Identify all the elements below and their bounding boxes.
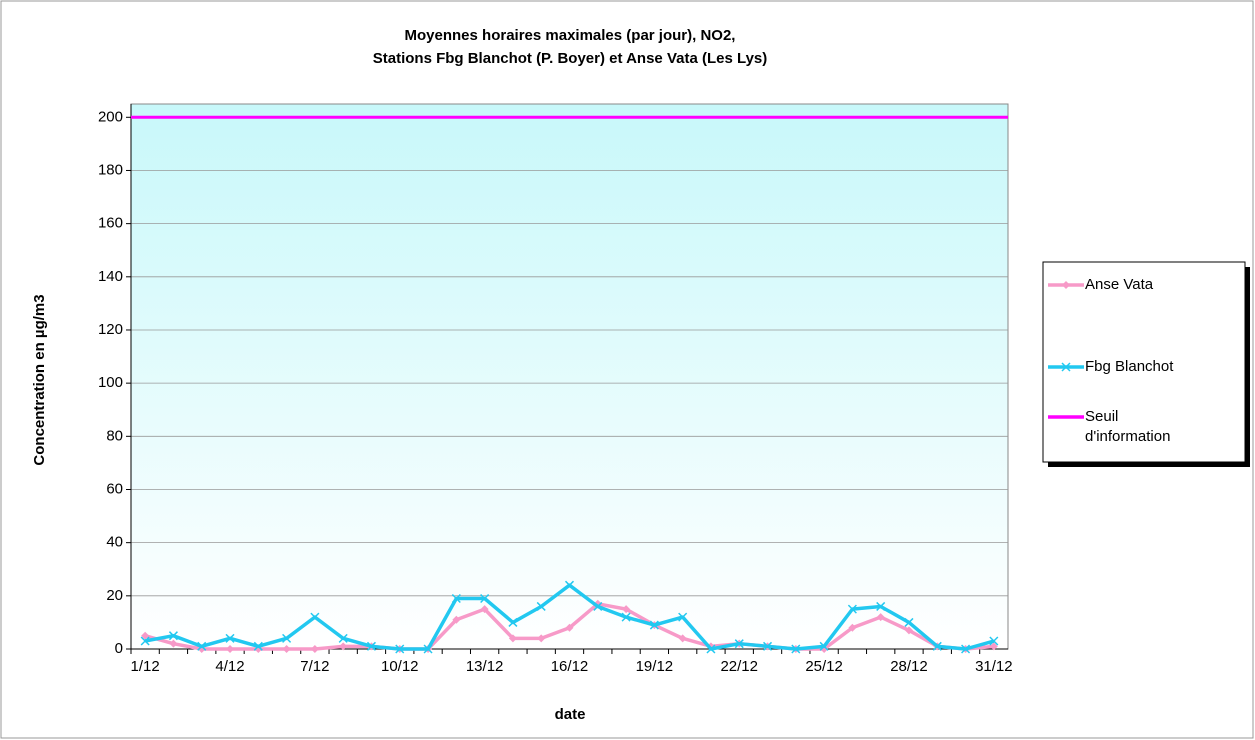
legend-label: Seuil <box>1085 408 1118 425</box>
marker <box>141 631 150 640</box>
x-tick-label: 31/12 <box>975 658 1013 675</box>
marker <box>564 580 575 590</box>
legend-label: Fbg Blanchot <box>1085 358 1174 375</box>
y-tick-label: 200 <box>98 108 123 125</box>
y-tick-label: 100 <box>98 374 123 391</box>
marker <box>622 605 631 614</box>
marker <box>508 634 517 643</box>
marker <box>904 626 913 635</box>
x-tick-label: 25/12 <box>805 658 843 675</box>
marker <box>536 601 546 611</box>
y-tick-label: 120 <box>98 321 123 338</box>
marker <box>989 642 998 651</box>
marker <box>395 644 405 654</box>
marker <box>848 623 857 632</box>
marker <box>791 644 801 654</box>
legend-label: Seuil d'information <box>1085 408 1170 445</box>
x-tick-label: 10/12 <box>381 658 419 675</box>
marker <box>282 633 292 643</box>
marker <box>480 593 490 604</box>
marker <box>961 644 971 654</box>
x-tick-label: 22/12 <box>720 658 758 675</box>
marker <box>847 604 857 614</box>
marker <box>621 612 631 622</box>
chart-title: Stations Fbg Blanchot (P. Boyer) et Anse… <box>373 50 768 67</box>
marker <box>451 593 461 604</box>
marker <box>169 639 178 648</box>
x-tick-label: 4/12 <box>215 658 244 675</box>
y-tick-label: 180 <box>98 161 123 178</box>
marker <box>508 617 518 627</box>
legend <box>1042 261 1246 463</box>
marker <box>876 613 885 622</box>
marker <box>593 601 603 611</box>
marker <box>904 617 914 627</box>
marker <box>282 645 291 653</box>
x-axis-label: date <box>555 706 586 723</box>
y-tick-label: 60 <box>106 480 123 497</box>
marker <box>565 623 574 632</box>
y-tick-label: 20 <box>106 587 123 604</box>
marker <box>338 633 348 643</box>
marker <box>168 631 178 641</box>
marker <box>253 641 263 651</box>
marker <box>706 644 716 654</box>
marker <box>537 634 546 643</box>
y-tick-label: 140 <box>98 268 123 285</box>
x-tick-label: 1/12 <box>131 658 160 675</box>
marker <box>763 641 773 651</box>
legend-label: d'information <box>1085 428 1170 445</box>
x-tick-label: 13/12 <box>466 658 504 675</box>
marker <box>932 641 942 651</box>
x-tick-label: 7/12 <box>300 658 329 675</box>
marker <box>452 615 461 624</box>
y-tick-label: 0 <box>115 640 123 657</box>
marker <box>310 645 319 653</box>
marker <box>226 645 235 653</box>
y-axis-label: Concentration en µg/m3 <box>31 294 48 465</box>
marker <box>678 634 687 643</box>
x-tick-label: 16/12 <box>551 658 589 675</box>
chart-title: Moyennes horaires maximales (par jour), … <box>405 27 736 44</box>
marker <box>366 641 376 651</box>
plot-area <box>130 103 1009 650</box>
marker <box>1061 362 1071 372</box>
marker <box>197 641 207 651</box>
marker <box>734 639 744 649</box>
marker <box>225 633 235 643</box>
marker <box>339 642 348 651</box>
legend-label: Anse Vata <box>1085 276 1154 293</box>
marker <box>423 644 433 654</box>
marker <box>480 605 489 614</box>
marker <box>1062 281 1070 289</box>
y-tick-label: 160 <box>98 215 123 232</box>
marker <box>310 612 320 622</box>
marker <box>678 612 688 622</box>
marker <box>989 636 999 646</box>
x-tick-label: 28/12 <box>890 658 928 675</box>
y-tick-label: 40 <box>106 534 123 551</box>
y-tick-label: 80 <box>106 427 123 444</box>
marker <box>819 641 829 651</box>
marker <box>140 636 150 646</box>
x-tick-label: 19/12 <box>636 658 674 675</box>
marker <box>649 620 659 630</box>
marker <box>876 601 886 611</box>
